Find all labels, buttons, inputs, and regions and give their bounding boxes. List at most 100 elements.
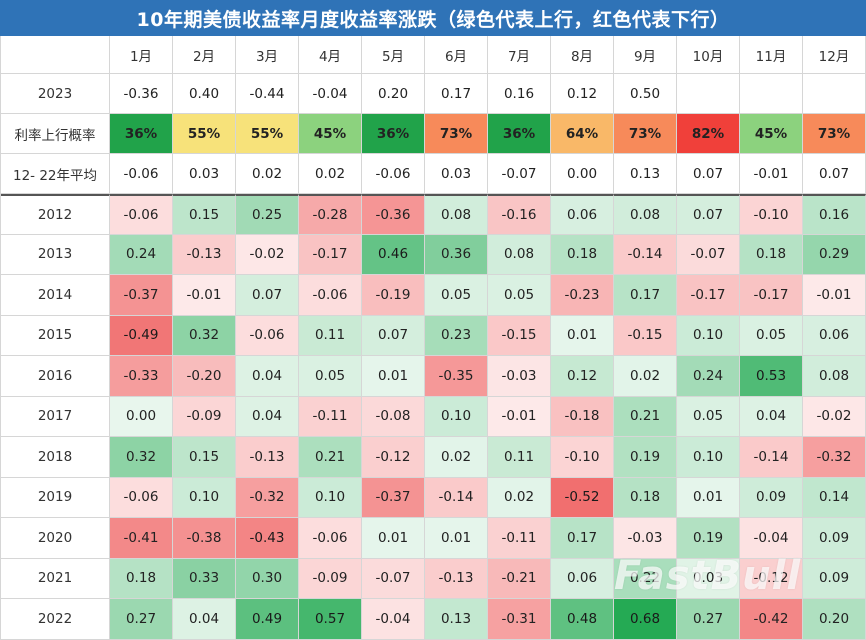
heatmap-cell: -0.01 [488,396,551,437]
heatmap-cell: -0.02 [803,396,866,437]
heatmap-cell: 0.17 [614,275,677,316]
heatmap-cell: -0.49 [110,315,173,356]
heatmap-cell: 0.18 [110,558,173,599]
heatmap-cell: -0.37 [110,275,173,316]
summary-cell: 0.07 [677,154,740,194]
heatmap-cell: 0.04 [236,396,299,437]
heatmap-cell: -0.07 [677,234,740,275]
heatmap-cell: 0.18 [614,477,677,518]
heatmap-cell: 0.09 [803,518,866,559]
summary-cell: -0.04 [299,74,362,114]
heatmap-cell: 0.27 [677,599,740,640]
heatmap-cell: -0.17 [299,234,362,275]
row-label: 利率上行概率 [1,114,110,154]
heatmap-cell: -0.36 [362,194,425,235]
month-header: 1月 [110,36,173,74]
heatmap-cell: -0.33 [110,356,173,397]
heatmap-cell: 0.20 [803,599,866,640]
summary-cell: 0.03 [173,154,236,194]
heatmap-cell: -0.02 [236,234,299,275]
heatmap-cell: -0.31 [488,599,551,640]
heatmap-cell: -0.43 [236,518,299,559]
heatmap-cell: 0.32 [110,437,173,478]
summary-cell: 36% [362,114,425,154]
heatmap-cell: 0.49 [236,599,299,640]
heatmap-cell: -0.41 [110,518,173,559]
heatmap-cell: 0.13 [425,599,488,640]
month-header: 7月 [488,36,551,74]
heatmap-cell: 0.05 [299,356,362,397]
heatmap-cell: 0.10 [173,477,236,518]
summary-cell: 0.03 [425,154,488,194]
heatmap-cell: 0.10 [425,396,488,437]
year-label: 2013 [1,234,110,275]
heatmap-cell: 0.09 [740,477,803,518]
heatmap-cell: -0.38 [173,518,236,559]
heatmap-cell: -0.13 [173,234,236,275]
heatmap-cell: -0.01 [803,275,866,316]
heatmap-cell: -0.06 [110,477,173,518]
heatmap-cell: -0.12 [362,437,425,478]
month-header: 4月 [299,36,362,74]
summary-cell: -0.06 [362,154,425,194]
summary-cell [803,74,866,114]
heatmap-cell: 0.02 [488,477,551,518]
heatmap-cell: 0.10 [677,315,740,356]
heatmap-cell: -0.15 [488,315,551,356]
heatmap-cell: -0.01 [173,275,236,316]
heatmap-cell: -0.17 [677,275,740,316]
heatmap-cell: 0.23 [425,315,488,356]
heatmap-cell: 0.04 [740,396,803,437]
heatmap-cell: 0.46 [362,234,425,275]
heatmap-cell: -0.16 [488,194,551,235]
heatmap-cell: 0.01 [362,518,425,559]
heatmap-cell: 0.14 [803,477,866,518]
heatmap-cell: -0.04 [740,518,803,559]
summary-cell: 36% [110,114,173,154]
heatmap-cell: 0.01 [425,518,488,559]
heatmap-cell: 0.09 [803,558,866,599]
heatmap-cell: -0.42 [740,599,803,640]
heatmap-cell: 0.05 [740,315,803,356]
heatmap-cell: 0.19 [614,437,677,478]
heatmap-cell: -0.35 [425,356,488,397]
heatmap-cell: -0.32 [803,437,866,478]
heatmap-cell: 0.05 [677,396,740,437]
heatmap-cell: 0.29 [803,234,866,275]
heatmap-cell: 0.12 [551,356,614,397]
heatmap-cell: -0.21 [488,558,551,599]
heatmap-cell: 0.11 [299,315,362,356]
heatmap-cell: 0.08 [425,194,488,235]
heatmap-cell: 0.68 [614,599,677,640]
summary-cell: 73% [614,114,677,154]
year-label: 2015 [1,315,110,356]
heatmap-cell: 0.36 [425,234,488,275]
summary-cell: 0.20 [362,74,425,114]
summary-cell: 73% [803,114,866,154]
heatmap-cell: -0.11 [488,518,551,559]
heatmap-cell: -0.06 [299,518,362,559]
summary-cell: 0.50 [614,74,677,114]
summary-cell: -0.01 [740,154,803,194]
heatmap-cell: 0.24 [677,356,740,397]
summary-cell: 73% [425,114,488,154]
month-header: 2月 [173,36,236,74]
year-label: 2019 [1,477,110,518]
year-label: 2014 [1,275,110,316]
heatmap-cell: -0.13 [425,558,488,599]
heatmap-cell: -0.03 [488,356,551,397]
heatmap-cell: -0.17 [740,275,803,316]
heatmap-cell: -0.08 [362,396,425,437]
summary-cell: 55% [173,114,236,154]
year-label: 2016 [1,356,110,397]
heatmap-cell: 0.06 [551,194,614,235]
summary-cell: 0.07 [803,154,866,194]
summary-cell: 64% [551,114,614,154]
heatmap-cell: 0.06 [551,558,614,599]
heatmap-table: 1月 2月 3月 4月 5月 6月 7月 8月 9月 10月 11月 12月 2023 -0.36 0.40… [0,36,866,640]
heatmap-cell: -0.03 [614,518,677,559]
summary-cell: -0.07 [488,154,551,194]
summary-cell: 45% [299,114,362,154]
summary-cell [740,74,803,114]
heatmap-cell: 0.05 [488,275,551,316]
